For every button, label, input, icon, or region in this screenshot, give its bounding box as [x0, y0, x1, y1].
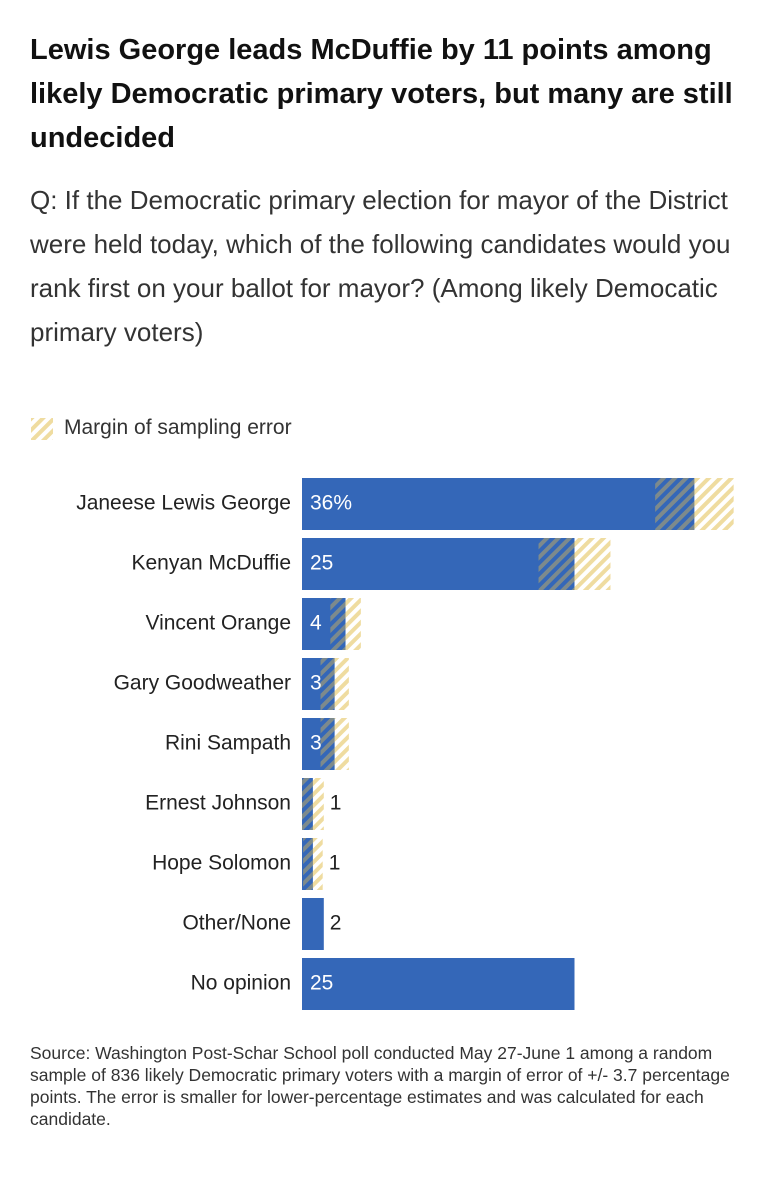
legend-swatch	[31, 418, 53, 440]
category-label: Rini Sampath	[165, 732, 291, 755]
category-label: Hope Solomon	[152, 852, 291, 875]
error-inner	[330, 598, 346, 650]
value-label: 4	[310, 612, 322, 635]
value-label: 1	[329, 852, 341, 875]
error-inner	[320, 718, 335, 770]
chart: Janeese Lewis George 36% Kenyan McDuffie 25…	[76, 478, 734, 1010]
value-label: 25	[310, 552, 333, 575]
category-label: Ernest Johnson	[145, 792, 291, 815]
category-label: No opinion	[191, 972, 291, 995]
legend-label: Margin of sampling error	[64, 416, 292, 439]
error-outer	[574, 538, 611, 590]
bar	[302, 958, 575, 1010]
value-label: 36%	[310, 492, 352, 515]
error-inner	[303, 838, 313, 890]
chart-title: Lewis George leads McDuffie by 11 points…	[30, 34, 733, 154]
category-label: Kenyan McDuffie	[131, 552, 291, 575]
error-outer	[312, 838, 323, 890]
source-note: Source: Washington Post-Schar School pol…	[30, 1043, 730, 1129]
error-inner	[538, 538, 575, 590]
value-label: 3	[310, 732, 322, 755]
error-outer	[334, 718, 349, 770]
value-label: 2	[330, 912, 342, 935]
error-outer	[345, 598, 361, 650]
bar	[302, 898, 324, 950]
category-label: Gary Goodweather	[114, 672, 291, 695]
bar	[302, 538, 575, 590]
category-label: Other/None	[182, 912, 291, 935]
chart-subtitle: Q: If the Democratic primary election fo…	[30, 185, 731, 347]
error-inner	[320, 658, 335, 710]
category-label: Vincent Orange	[145, 612, 291, 635]
error-outer	[694, 478, 734, 530]
value-label: 1	[330, 792, 342, 815]
error-inner	[655, 478, 695, 530]
value-label: 3	[310, 672, 322, 695]
error-inner	[302, 778, 313, 830]
error-outer	[334, 658, 349, 710]
value-label: 25	[310, 972, 333, 995]
category-label: Janeese Lewis George	[76, 492, 291, 515]
error-outer	[312, 778, 324, 830]
bar	[302, 478, 695, 530]
